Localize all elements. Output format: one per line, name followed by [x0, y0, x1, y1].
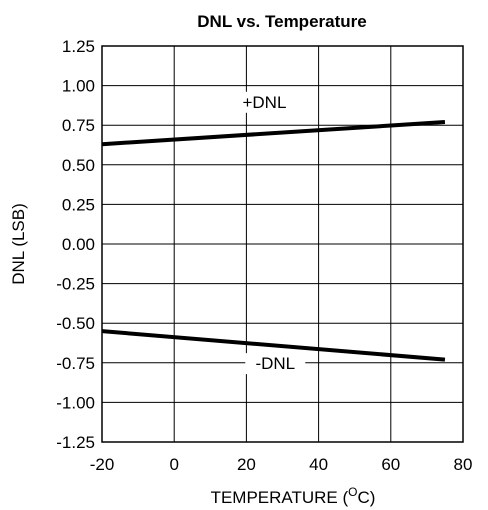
- series-line-plus-dnl: [101, 120, 446, 147]
- grid: [102, 46, 463, 442]
- y-tick-label: -0.50: [56, 314, 95, 333]
- x-axis-label-end: C): [357, 488, 375, 507]
- y-tick-label: -0.75: [56, 354, 95, 373]
- series-labels: +DNL -DNL: [234, 91, 306, 375]
- y-tick-label: 0.00: [62, 235, 95, 254]
- x-tick-label: 20: [237, 455, 256, 474]
- y-tick-label: 0.50: [62, 156, 95, 175]
- y-axis-label: DNL (LSB): [9, 203, 28, 285]
- series-group: [101, 120, 446, 362]
- series-label: +DNL: [242, 93, 286, 112]
- y-tick-label: -1.25: [56, 433, 95, 452]
- y-tick-label: 0.75: [62, 116, 95, 135]
- x-tick-labels: -20 0 20 40 60 80: [90, 455, 473, 474]
- x-tick-label: 60: [381, 455, 400, 474]
- x-tick-label: 80: [454, 455, 473, 474]
- y-tick-label: 1.25: [62, 37, 95, 56]
- x-axis-label-main: TEMPERATURE (: [211, 488, 349, 507]
- series-label-background: [245, 353, 306, 375]
- y-tick-label: -0.25: [56, 275, 95, 294]
- y-tick-label: 0.25: [62, 195, 95, 214]
- y-tick-label: -1.00: [56, 393, 95, 412]
- x-tick-label: 0: [169, 455, 178, 474]
- chart-title: DNL vs. Temperature: [197, 12, 366, 31]
- x-axis-label-superscript: O: [348, 485, 357, 499]
- x-tick-label: -20: [90, 455, 115, 474]
- series-label: -DNL: [255, 354, 295, 373]
- series-line-minus-dnl: [101, 329, 446, 362]
- y-tick-label: 1.00: [62, 77, 95, 96]
- y-tick-labels: 1.25 1.00 0.75 0.50 0.25 0.00 -0.25 -0.50 -0.75 -…: [56, 37, 95, 452]
- x-tick-label: 40: [309, 455, 328, 474]
- x-axis-label: TEMPERATURE (OC): [211, 485, 376, 507]
- series-label-background: [234, 91, 295, 113]
- plot-frame: [101, 45, 464, 443]
